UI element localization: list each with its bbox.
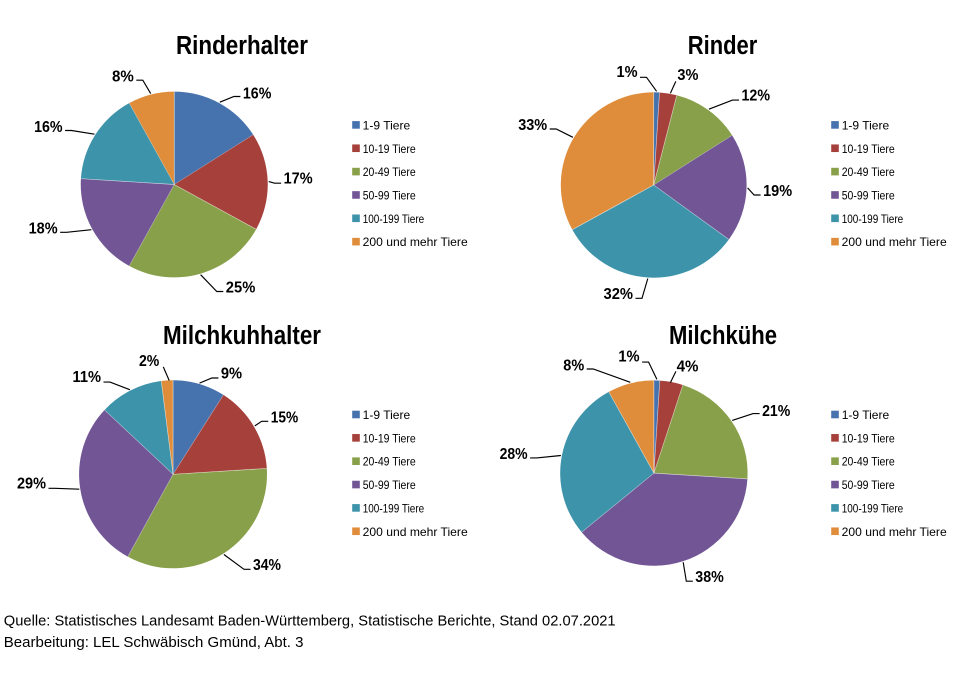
svg-text:9%: 9% bbox=[221, 366, 242, 383]
svg-text:20-49 Tiere: 20-49 Tiere bbox=[842, 455, 895, 469]
svg-text:16%: 16% bbox=[243, 86, 272, 103]
svg-text:11%: 11% bbox=[73, 369, 102, 386]
svg-text:Milchkühe: Milchkühe bbox=[669, 322, 777, 350]
svg-text:50-99 Tiere: 50-99 Tiere bbox=[842, 188, 895, 202]
svg-text:1%: 1% bbox=[618, 349, 639, 366]
svg-text:20-49 Tiere: 20-49 Tiere bbox=[363, 455, 416, 469]
svg-text:10-19 Tiere: 10-19 Tiere bbox=[842, 431, 895, 445]
svg-text:50-99 Tiere: 50-99 Tiere bbox=[842, 478, 895, 492]
svg-text:16%: 16% bbox=[34, 119, 63, 136]
svg-text:25%: 25% bbox=[226, 280, 256, 297]
svg-text:100-199 Tiere: 100-199 Tiere bbox=[363, 501, 425, 515]
svg-text:Rinder: Rinder bbox=[688, 32, 758, 60]
svg-text:200 und mehr Tiere: 200 und mehr Tiere bbox=[842, 235, 947, 249]
svg-text:10-19 Tiere: 10-19 Tiere bbox=[363, 142, 416, 156]
svg-text:Bearbeitung: LEL Schwäbisch Gm: Bearbeitung: LEL Schwäbisch Gmünd, Abt. … bbox=[4, 634, 304, 651]
svg-text:100-199 Tiere: 100-199 Tiere bbox=[842, 212, 904, 226]
svg-text:Rinderhalter: Rinderhalter bbox=[176, 32, 308, 60]
svg-text:8%: 8% bbox=[112, 68, 134, 85]
svg-text:33%: 33% bbox=[518, 117, 547, 134]
svg-text:8%: 8% bbox=[563, 358, 584, 375]
svg-text:15%: 15% bbox=[271, 409, 299, 426]
svg-text:1%: 1% bbox=[617, 64, 638, 81]
svg-text:100-199 Tiere: 100-199 Tiere bbox=[842, 501, 904, 515]
svg-text:4%: 4% bbox=[677, 359, 699, 376]
svg-text:20-49 Tiere: 20-49 Tiere bbox=[363, 165, 416, 179]
svg-text:Milchkuhhalter: Milchkuhhalter bbox=[163, 322, 321, 350]
svg-text:29%: 29% bbox=[17, 476, 46, 493]
svg-text:1-9 Tiere: 1-9 Tiere bbox=[363, 408, 411, 422]
svg-text:1-9 Tiere: 1-9 Tiere bbox=[363, 118, 411, 132]
svg-text:10-19 Tiere: 10-19 Tiere bbox=[842, 142, 895, 156]
svg-text:12%: 12% bbox=[742, 88, 771, 105]
svg-text:17%: 17% bbox=[284, 171, 313, 188]
svg-text:50-99 Tiere: 50-99 Tiere bbox=[363, 478, 416, 492]
svg-text:19%: 19% bbox=[763, 183, 792, 200]
svg-text:2%: 2% bbox=[139, 353, 159, 370]
svg-text:Quelle: Statistisches Landesam: Quelle: Statistisches Landesamt Baden-Wü… bbox=[4, 612, 616, 629]
svg-text:1-9 Tiere: 1-9 Tiere bbox=[842, 118, 890, 132]
svg-text:38%: 38% bbox=[695, 569, 724, 586]
svg-text:200 und mehr Tiere: 200 und mehr Tiere bbox=[363, 525, 468, 539]
svg-text:200 und mehr Tiere: 200 und mehr Tiere bbox=[842, 525, 947, 539]
svg-text:20-49 Tiere: 20-49 Tiere bbox=[842, 165, 895, 179]
svg-text:21%: 21% bbox=[762, 403, 790, 420]
svg-text:50-99 Tiere: 50-99 Tiere bbox=[363, 188, 416, 202]
svg-text:1-9 Tiere: 1-9 Tiere bbox=[842, 408, 890, 422]
svg-text:34%: 34% bbox=[253, 557, 281, 574]
svg-text:32%: 32% bbox=[604, 286, 634, 303]
svg-text:100-199 Tiere: 100-199 Tiere bbox=[363, 212, 425, 226]
svg-text:200 und mehr Tiere: 200 und mehr Tiere bbox=[363, 235, 468, 249]
svg-text:28%: 28% bbox=[500, 446, 528, 463]
svg-text:18%: 18% bbox=[29, 221, 58, 238]
svg-text:10-19 Tiere: 10-19 Tiere bbox=[363, 431, 416, 445]
svg-text:3%: 3% bbox=[677, 67, 698, 84]
